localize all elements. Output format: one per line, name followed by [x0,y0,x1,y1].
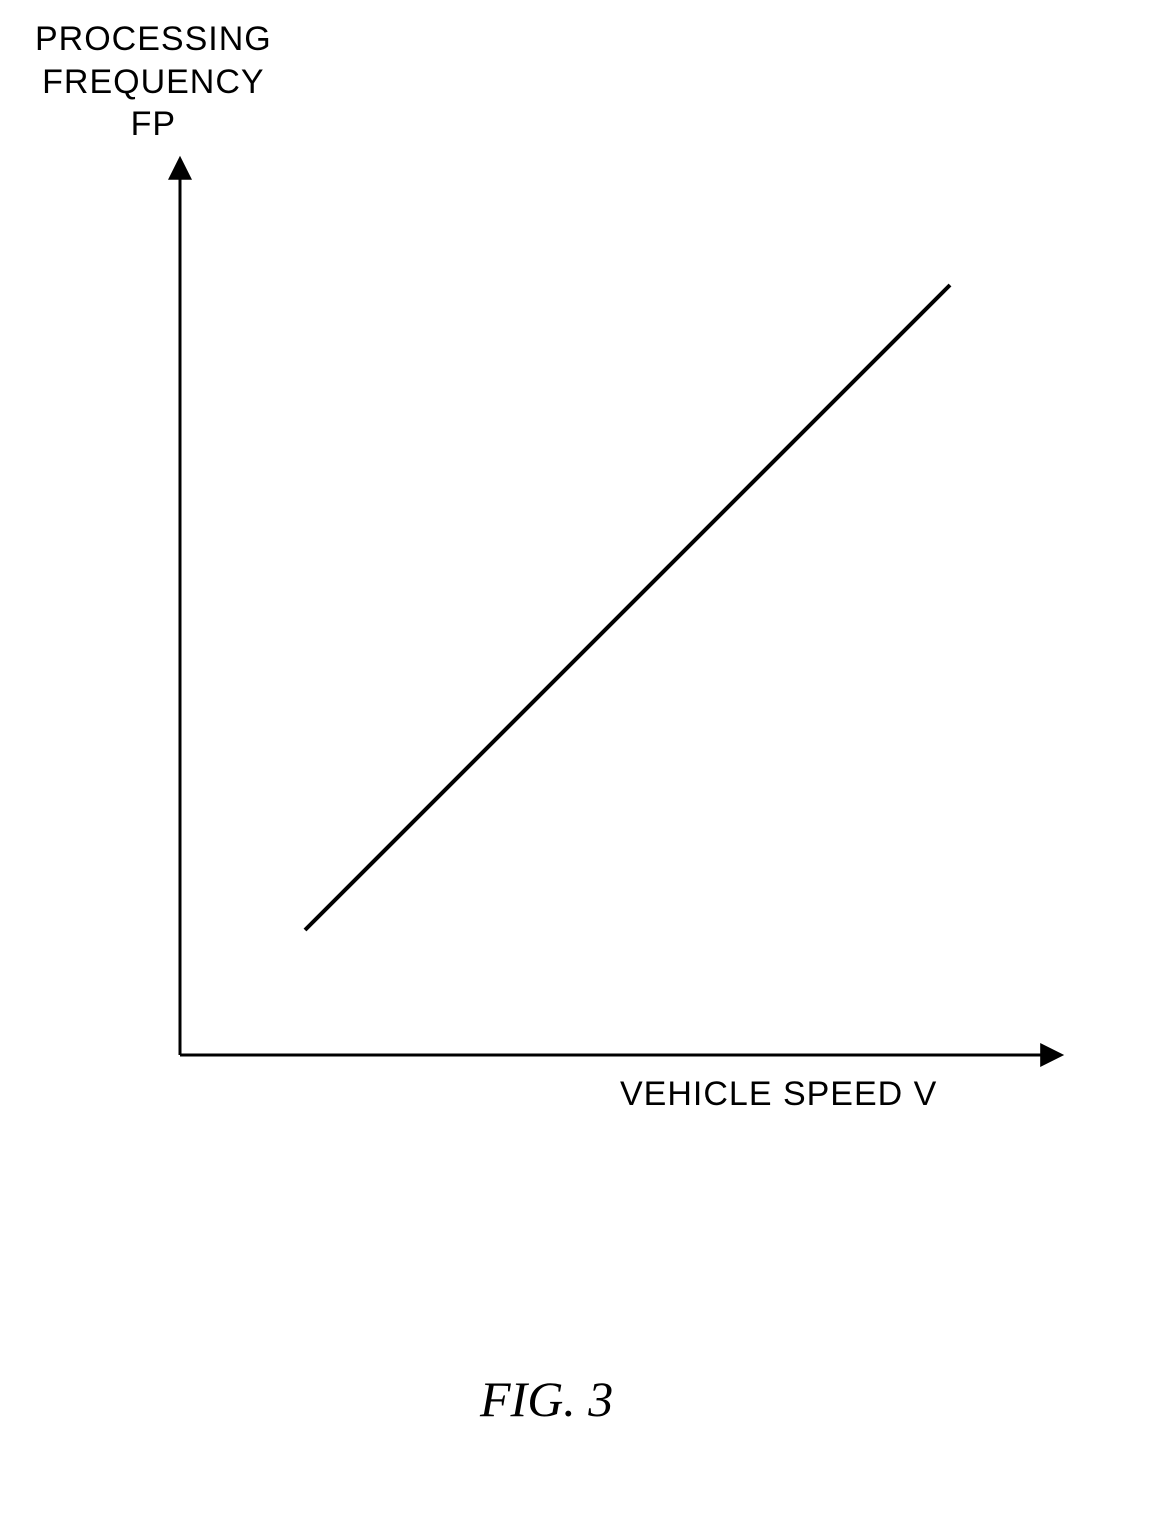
x-axis-arrowhead [1040,1043,1064,1067]
y-axis-arrowhead [168,156,192,180]
figure-container: PROCESSING FREQUENCY FP VEHICLE SPEED V … [0,0,1149,1514]
data-line [305,285,950,930]
chart-svg [0,0,1149,1514]
figure-caption: FIG. 3 [480,1370,613,1428]
axes-group [168,156,1064,1067]
x-axis-label: VEHICLE SPEED V [620,1075,937,1114]
